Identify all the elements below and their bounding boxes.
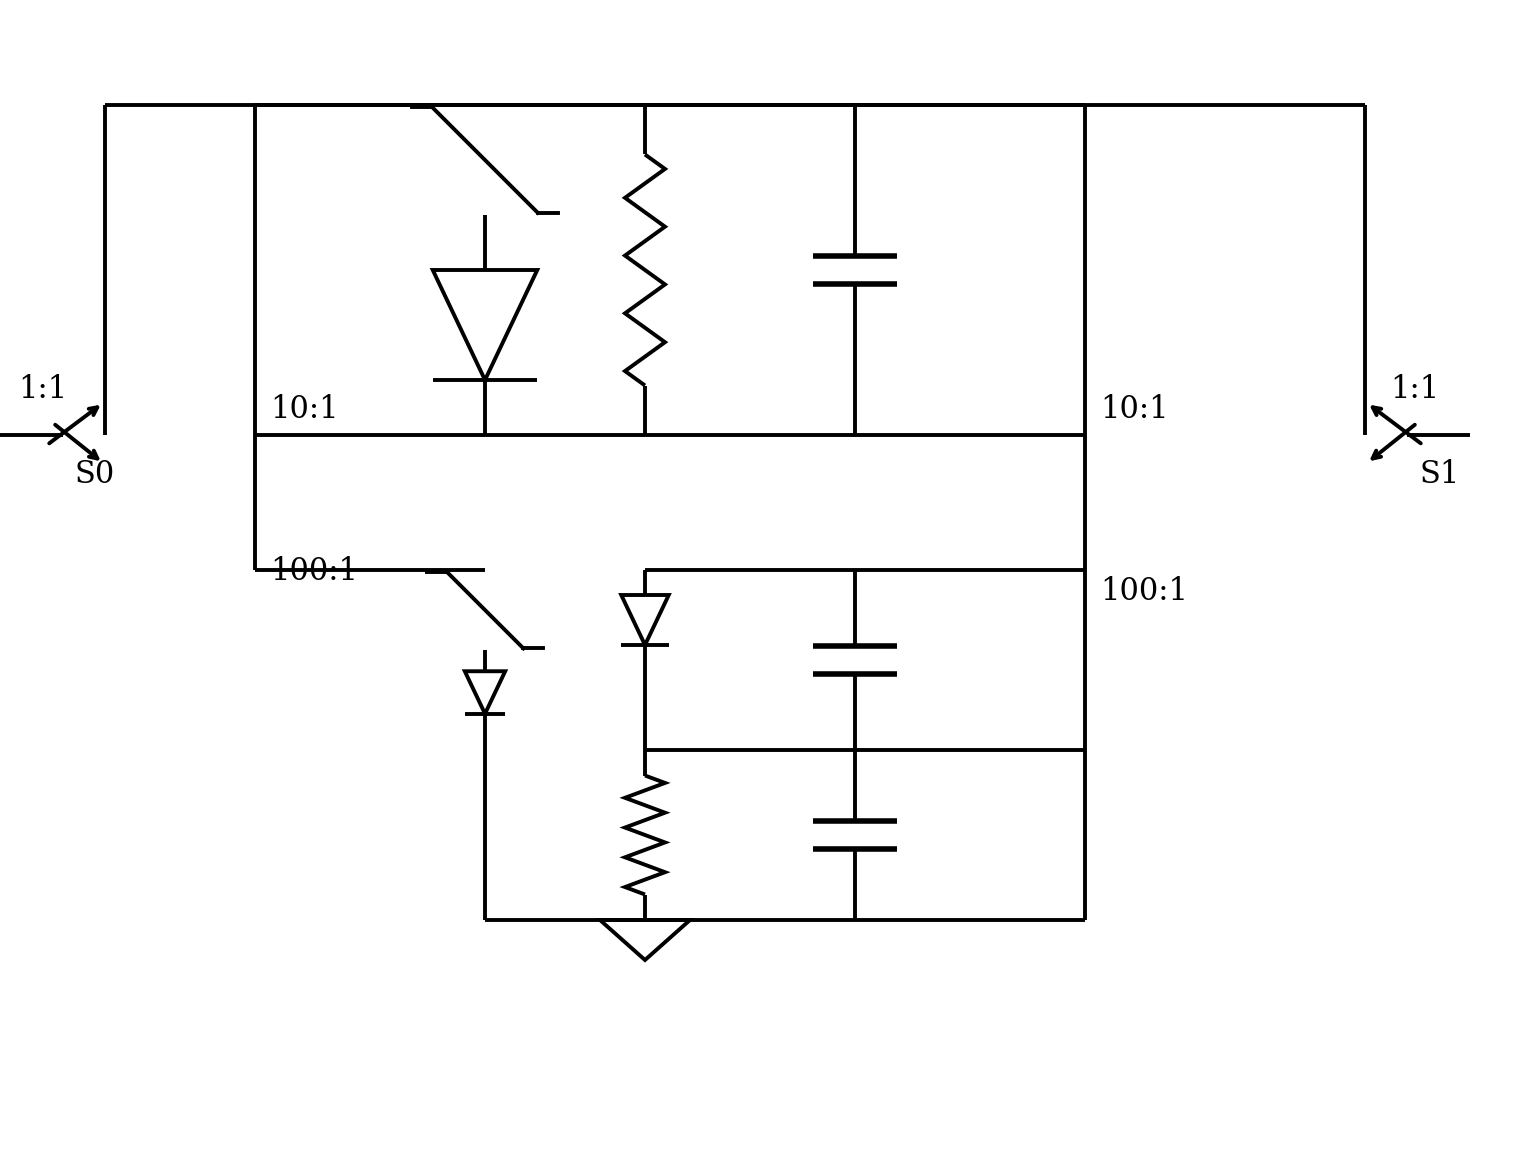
Text: 100:1: 100:1 bbox=[269, 556, 358, 587]
Text: S1: S1 bbox=[1420, 459, 1460, 490]
Text: 10:1: 10:1 bbox=[269, 394, 338, 425]
Text: 1:1: 1:1 bbox=[1391, 374, 1440, 405]
Text: 100:1: 100:1 bbox=[1100, 576, 1187, 608]
Text: 1:1: 1:1 bbox=[18, 374, 67, 405]
Text: 10:1: 10:1 bbox=[1100, 394, 1169, 425]
Text: S0: S0 bbox=[75, 459, 115, 490]
